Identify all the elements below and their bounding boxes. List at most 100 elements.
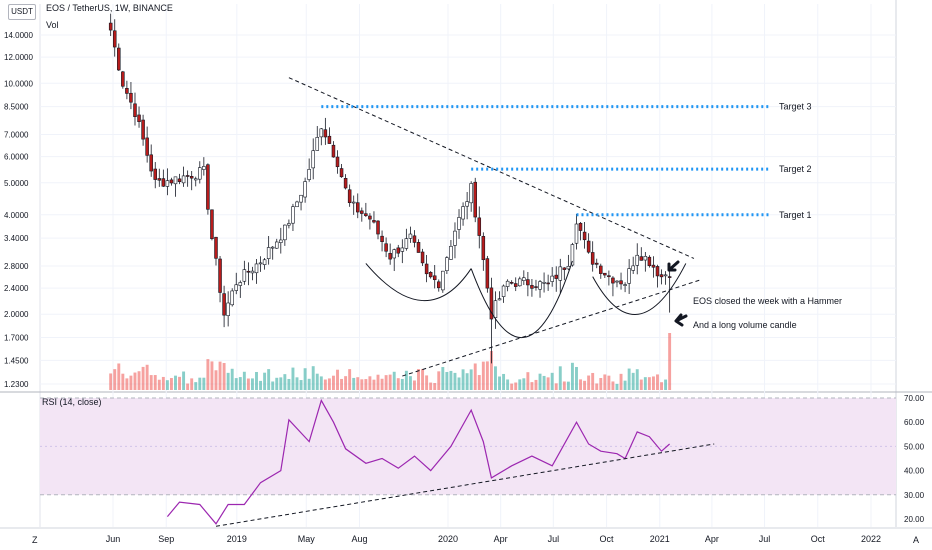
- candle-body: [513, 283, 518, 287]
- x-tick-label: 2020: [438, 534, 458, 544]
- candle-body: [424, 263, 429, 275]
- volume-bar: [639, 379, 643, 390]
- candles-layer: [108, 13, 672, 364]
- candle-body: [599, 265, 603, 274]
- candle-body: [254, 263, 259, 274]
- volume-bar: [376, 374, 380, 390]
- candle-body: [270, 246, 275, 249]
- volume-bar: [449, 370, 453, 390]
- candle-body: [416, 242, 421, 253]
- volume-bar: [141, 366, 145, 390]
- candle-body: [501, 285, 506, 297]
- volume-bar: [230, 368, 234, 390]
- candle-body: [651, 264, 656, 268]
- price-tick-label: 8.5000: [4, 103, 29, 112]
- candle-body: [655, 266, 660, 277]
- x-tick-label: Oct: [600, 534, 615, 544]
- candle-body: [246, 270, 251, 273]
- volume-bar: [368, 376, 372, 390]
- candle-body: [283, 224, 287, 241]
- price-tick-label: 7.0000: [4, 130, 29, 139]
- candle-body: [392, 249, 396, 259]
- candle-body: [315, 137, 320, 151]
- volume-bar: [291, 367, 295, 390]
- candle-body: [453, 230, 457, 246]
- volume-bar: [603, 374, 607, 390]
- candle-body: [210, 209, 214, 240]
- volume-bar: [380, 378, 384, 390]
- candle-body: [396, 247, 401, 254]
- candle-body: [307, 169, 311, 180]
- price-tick-label: 1.2300: [4, 380, 29, 389]
- candle-body: [327, 135, 332, 144]
- candle-body: [214, 236, 218, 259]
- volume-bar: [117, 363, 121, 390]
- candle-body: [461, 206, 465, 220]
- bottom-right-button[interactable]: A: [913, 535, 920, 545]
- volume-bar: [174, 375, 177, 390]
- volume-bar: [271, 381, 275, 390]
- cup-arc-middle: [470, 260, 573, 339]
- volume-bar: [631, 372, 635, 390]
- volume-bar: [275, 377, 279, 390]
- volume-bar: [494, 366, 497, 390]
- candle-body: [449, 245, 453, 260]
- candle-body: [522, 277, 526, 281]
- volume-bar: [481, 361, 485, 390]
- candle-body: [505, 280, 510, 287]
- candle-body: [266, 247, 271, 259]
- volume-bar: [477, 375, 481, 390]
- rsi-tick-label: 40.00: [904, 467, 925, 476]
- price-tick-label: 2.0000: [4, 310, 29, 319]
- candle-body: [627, 268, 631, 284]
- candle-body: [404, 238, 409, 249]
- volume-bar: [623, 380, 627, 390]
- rsi-tick-label: 30.00: [904, 491, 925, 500]
- volume-bar: [656, 374, 659, 390]
- x-tick-label: May: [298, 534, 316, 544]
- volume-bar: [364, 379, 368, 390]
- volume-bar: [502, 373, 506, 390]
- volume-bar: [218, 361, 222, 390]
- candle-body: [121, 71, 125, 87]
- candle-body: [299, 194, 303, 203]
- volume-bar: [518, 379, 522, 390]
- x-tick-label: 2022: [861, 534, 881, 544]
- candle-body: [185, 175, 190, 177]
- volume-bar: [319, 376, 323, 390]
- candle-body: [242, 269, 247, 282]
- candle-body: [380, 235, 384, 242]
- candle-body: [339, 168, 344, 178]
- volume-bar: [489, 351, 493, 390]
- candle-body: [169, 179, 174, 184]
- candle-body: [554, 274, 558, 279]
- x-tick-label: Jul: [759, 534, 771, 544]
- volume-bar: [307, 378, 311, 390]
- candle-body: [157, 178, 162, 181]
- price-tick-label: 1.4500: [4, 356, 29, 365]
- volume-bar: [607, 375, 611, 390]
- volume-bar: [566, 381, 570, 390]
- candle-body: [173, 176, 178, 185]
- cup-arc-right: [592, 263, 687, 315]
- volume-bar: [615, 383, 619, 390]
- rsi-line: [166, 398, 670, 525]
- volume-bar: [279, 377, 283, 390]
- volume-bar: [348, 369, 352, 390]
- bottom-left-button[interactable]: Z: [32, 535, 38, 545]
- volume-note: And a long volume candle: [693, 320, 797, 330]
- volume-bar: [182, 371, 186, 390]
- rsi-tick-label: 20.00: [904, 515, 925, 524]
- volume-bar: [360, 379, 364, 390]
- candle-body: [137, 114, 141, 122]
- candle-body: [550, 275, 554, 282]
- volume-bar: [558, 366, 562, 390]
- candle-body: [193, 178, 198, 181]
- currency-badge[interactable]: USDT: [8, 4, 36, 20]
- candle-body: [291, 206, 295, 224]
- candle-body: [631, 265, 635, 271]
- x-tick-label: 2021: [650, 534, 670, 544]
- candle-body: [153, 168, 157, 180]
- price-tick-label: 14.0000: [4, 31, 33, 40]
